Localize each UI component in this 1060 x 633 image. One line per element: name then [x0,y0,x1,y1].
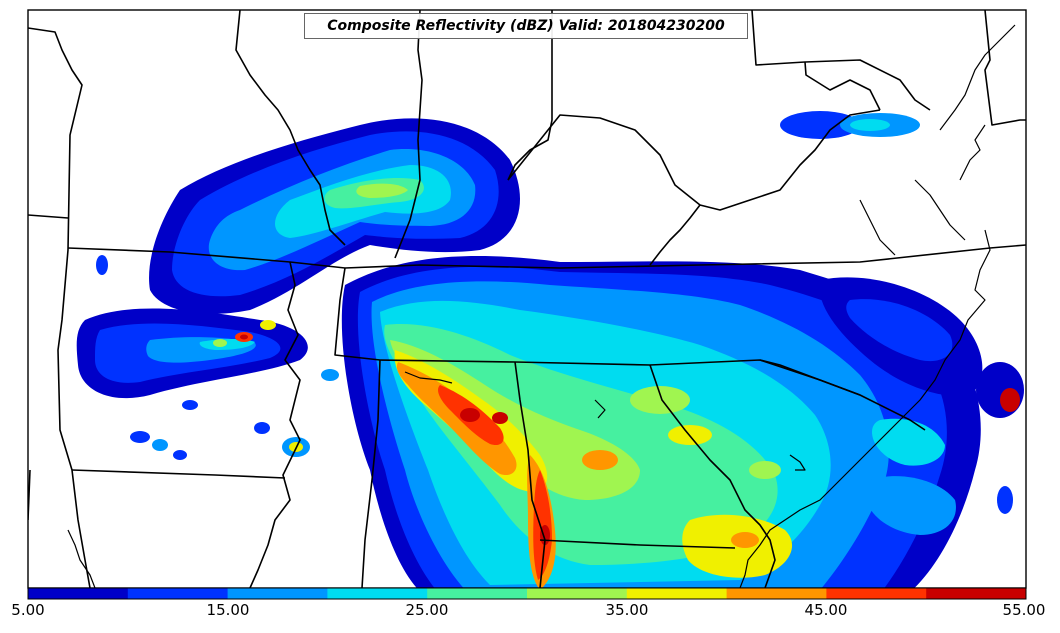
colorbar-segment [626,588,728,599]
colorbar-segment [227,588,328,599]
echo-region-southeast-complex [341,255,981,588]
colorbar-segment [527,588,628,599]
reflectivity-layer [76,111,1024,588]
colorbar-tick-label: 25.00 [405,601,449,619]
colorbar [27,587,1027,600]
echo-region-northern-band [149,118,520,314]
state-boundaries [28,10,1026,588]
echo-region-west-band [76,308,308,399]
colorbar-segment [28,588,129,599]
colorbar-segment [327,588,428,599]
colorbar-tick-label: 15.00 [206,601,250,619]
colorbar-tick-label: 5.00 [11,601,45,619]
colorbar-outline [27,587,1027,600]
coastlines [67,24,1016,588]
colorbar-segment [127,588,229,599]
colorbar-tick-label: 35.00 [605,601,649,619]
map-title: Composite Reflectivity (dBZ) Valid: 2018… [304,13,748,39]
colorbar-segment [726,588,827,599]
colorbar-segment [427,588,528,599]
colorbar-tick-label: 55.00 [1002,601,1046,619]
colorbar-segment [826,588,927,599]
colorbar-segment [926,588,1027,599]
colorbar-tick-label: 45.00 [804,601,848,619]
